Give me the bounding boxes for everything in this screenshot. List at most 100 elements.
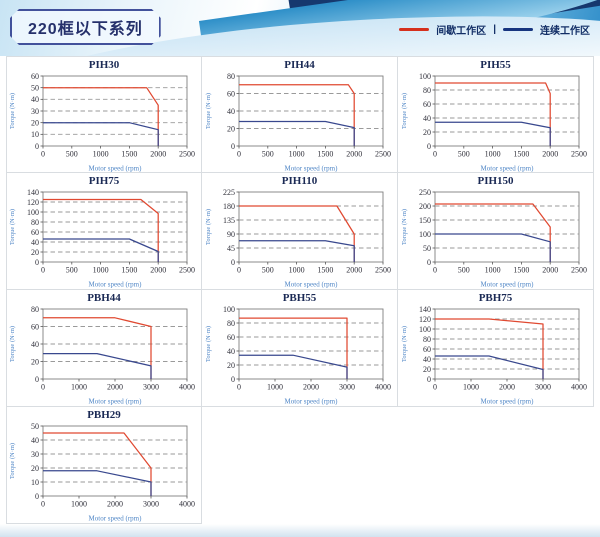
y-axis-label: Torque (N·m): [9, 209, 16, 245]
svg-text:40: 40: [227, 107, 235, 116]
x-axis-label: Motor speed (rpm): [480, 165, 534, 173]
svg-text:40: 40: [31, 238, 39, 247]
svg-text:2000: 2000: [107, 383, 123, 392]
svg-text:1000: 1000: [288, 150, 304, 159]
svg-text:90: 90: [227, 230, 235, 239]
chart-cell-PIH110: PIH110 0 45 90 135 180 225 0 500 1000 1500 2000 2500…: [202, 173, 398, 290]
svg-text:0: 0: [231, 142, 235, 151]
svg-text:150: 150: [419, 216, 431, 225]
chart-cell-PBH29: PBH29 0 10 20 30 40 50 0 1000 2000 3000 4000 Torque …: [6, 407, 202, 524]
svg-text:1500: 1500: [121, 150, 137, 159]
svg-text:100: 100: [419, 325, 431, 334]
x-axis-label: Motor speed (rpm): [89, 165, 143, 173]
svg-text:20: 20: [31, 464, 39, 473]
svg-text:1500: 1500: [317, 266, 333, 275]
chart-title: PIH44: [284, 59, 315, 71]
chart-title: PBH75: [478, 292, 513, 304]
x-axis-label: Motor speed (rpm): [284, 398, 338, 406]
chart-title: PIH150: [477, 175, 514, 187]
svg-text:1500: 1500: [513, 150, 529, 159]
svg-text:2000: 2000: [150, 150, 166, 159]
y-axis-label: Torque (N·m): [205, 326, 212, 362]
footer-strip: [0, 524, 600, 537]
svg-text:2000: 2000: [107, 500, 123, 509]
chart-cell-PIH75: PIH75 0 20 40 60 80 100 120 140 0 500 1000 1500 2000 2…: [6, 173, 202, 290]
legend-separator: |: [493, 24, 496, 35]
x-axis-label: Motor speed (rpm): [284, 281, 338, 289]
x-axis-label: Motor speed (rpm): [480, 281, 534, 289]
svg-text:1000: 1000: [267, 383, 283, 392]
x-axis-label: Motor speed (rpm): [480, 398, 534, 406]
svg-text:0: 0: [433, 150, 437, 159]
svg-text:80: 80: [31, 218, 39, 227]
svg-text:1500: 1500: [513, 266, 529, 275]
svg-text:0: 0: [41, 383, 45, 392]
x-axis-label: Motor speed (rpm): [284, 165, 338, 173]
empty-cell: [398, 407, 594, 524]
y-axis-label: Torque (N·m): [9, 443, 16, 479]
svg-text:3000: 3000: [143, 500, 159, 509]
svg-text:500: 500: [457, 150, 469, 159]
svg-text:100: 100: [419, 230, 431, 239]
chart-title: PIH55: [480, 59, 511, 71]
chart-title: PBH55: [282, 292, 317, 304]
chart-cell-PIH30: PIH30 0 10 20 30 40 50 60 0 500 1000 1500 2000 2500 To…: [6, 56, 202, 173]
svg-text:0: 0: [237, 383, 241, 392]
chart-title: PIH110: [281, 175, 318, 187]
svg-text:2000: 2000: [542, 150, 558, 159]
svg-text:60: 60: [423, 345, 431, 354]
chart-cell-PBH75: PBH75 0 20 40 60 80 100 120 140 0 1000 2000 3000 4000…: [398, 290, 594, 407]
chart-canvas: 0 10 20 30 40 50 60 0 500 1000 1500 2000 2500 Torque …: [9, 72, 195, 173]
svg-text:0: 0: [433, 266, 437, 275]
svg-text:0: 0: [41, 266, 45, 275]
svg-text:60: 60: [31, 72, 39, 81]
svg-text:120: 120: [419, 315, 431, 324]
svg-text:0: 0: [231, 375, 235, 384]
svg-text:2500: 2500: [179, 150, 195, 159]
svg-text:4000: 4000: [571, 383, 587, 392]
svg-text:225: 225: [223, 188, 235, 197]
svg-text:0: 0: [433, 383, 437, 392]
svg-text:0: 0: [35, 375, 39, 384]
legend: 间歇工作区 | 连续工作区: [399, 22, 590, 37]
svg-text:0: 0: [427, 375, 431, 384]
svg-text:40: 40: [31, 95, 39, 104]
svg-text:2000: 2000: [346, 266, 362, 275]
svg-text:20: 20: [31, 248, 39, 257]
svg-text:2500: 2500: [179, 266, 195, 275]
svg-text:40: 40: [31, 340, 39, 349]
svg-text:4000: 4000: [179, 383, 195, 392]
svg-text:180: 180: [223, 202, 235, 211]
svg-text:40: 40: [423, 114, 431, 123]
svg-text:1000: 1000: [484, 266, 500, 275]
svg-text:60: 60: [227, 89, 235, 98]
svg-text:40: 40: [423, 355, 431, 364]
svg-text:40: 40: [31, 436, 39, 445]
svg-text:4000: 4000: [179, 500, 195, 509]
svg-text:0: 0: [35, 142, 39, 151]
svg-text:2500: 2500: [375, 266, 391, 275]
chart-title: PIH30: [88, 59, 120, 71]
svg-text:2000: 2000: [499, 383, 515, 392]
chart-canvas: 0 10 20 30 40 50 0 1000 2000 3000 4000 Torque (N·m)…: [9, 422, 195, 523]
svg-text:500: 500: [66, 150, 78, 159]
svg-text:2500: 2500: [375, 150, 391, 159]
svg-text:20: 20: [31, 118, 39, 127]
svg-text:500: 500: [261, 266, 273, 275]
x-axis-label: Motor speed (rpm): [89, 515, 143, 523]
svg-text:140: 140: [419, 305, 431, 314]
svg-text:3000: 3000: [143, 383, 159, 392]
chart-cell-PBH44: PBH44 0 20 40 60 80 0 1000 2000 3000 4000 Torque (N…: [6, 290, 202, 407]
chart-canvas: 0 20 40 60 80 0 1000 2000 3000 4000 Torque (N·m) Mo…: [9, 305, 195, 406]
svg-text:100: 100: [27, 208, 39, 217]
svg-text:250: 250: [419, 188, 431, 197]
svg-text:80: 80: [227, 319, 235, 328]
svg-text:0: 0: [41, 500, 45, 509]
svg-text:500: 500: [457, 266, 469, 275]
svg-text:100: 100: [223, 305, 235, 314]
svg-text:500: 500: [261, 150, 273, 159]
svg-text:0: 0: [237, 266, 241, 275]
